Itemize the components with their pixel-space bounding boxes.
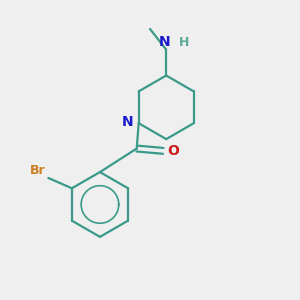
Text: O: O: [167, 144, 179, 158]
Text: H: H: [178, 36, 189, 49]
Text: N: N: [122, 115, 134, 129]
Text: Br: Br: [30, 164, 46, 177]
Text: N: N: [159, 35, 170, 49]
